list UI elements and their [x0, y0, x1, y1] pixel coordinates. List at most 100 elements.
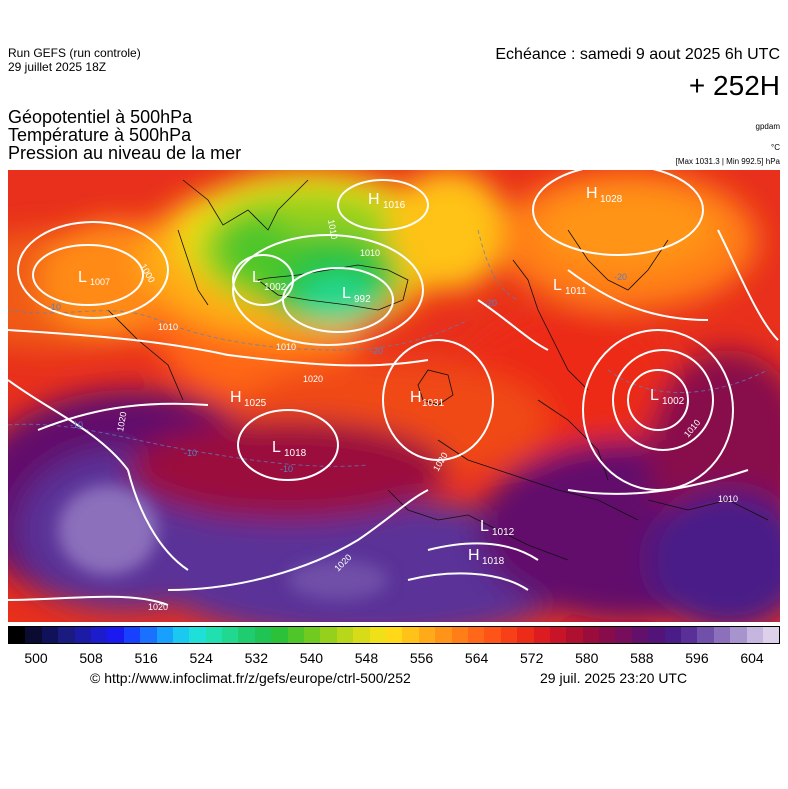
svg-text:1020: 1020	[115, 411, 128, 432]
svg-text:H: H	[410, 389, 422, 406]
high-pressure-1016: H 1016	[368, 191, 406, 211]
high-pressure-1018: H 1018	[468, 547, 505, 567]
color-swatch	[107, 627, 124, 643]
high-pressure-1028: H 1028	[586, 185, 623, 205]
color-swatch	[385, 627, 403, 643]
svg-text:H: H	[368, 191, 380, 208]
color-swatch	[615, 627, 632, 643]
color-swatch	[664, 627, 682, 643]
svg-text:-20: -20	[614, 272, 627, 282]
unit-celsius: °C	[771, 143, 780, 152]
low-pressure-1011: L 1011	[553, 277, 587, 297]
svg-text:1010: 1010	[276, 342, 296, 352]
color-swatch	[517, 627, 534, 643]
svg-text:1020: 1020	[303, 374, 323, 384]
run-info: Run GEFS (run controle) 29 juillet 2025 …	[8, 46, 141, 74]
svg-text:L: L	[650, 387, 659, 404]
color-swatch	[271, 627, 288, 643]
svg-text:1016: 1016	[383, 200, 406, 211]
svg-text:H: H	[468, 547, 480, 564]
color-scale-ticks: 500 508 516 524 532 540 548 556 564 572 580 588 596 6…	[8, 650, 780, 666]
isobars	[8, 170, 779, 606]
color-swatch	[74, 627, 91, 643]
svg-text:1002: 1002	[662, 396, 685, 407]
color-swatch	[697, 627, 714, 643]
color-swatch	[599, 627, 616, 643]
color-swatch	[25, 627, 42, 643]
color-swatch	[336, 627, 354, 643]
source-url: © http://www.infoclimat.fr/z/gefs/europe…	[90, 670, 411, 686]
color-scale-tick-label: 524	[189, 650, 213, 666]
svg-text:-20: -20	[370, 346, 383, 356]
color-swatch	[353, 627, 370, 643]
color-swatch	[304, 627, 321, 643]
svg-text:L: L	[78, 269, 87, 286]
color-scale-tick-label: 508	[79, 650, 103, 666]
pressure-stats: [Max 1031.3 | Min 992.5] hPa	[675, 157, 780, 166]
svg-text:L: L	[342, 285, 351, 302]
color-swatch	[58, 627, 75, 643]
svg-text:H: H	[586, 185, 598, 202]
color-swatch	[189, 627, 206, 643]
svg-text:1010: 1010	[718, 494, 738, 504]
color-swatch	[9, 627, 26, 643]
color-swatch	[582, 627, 600, 643]
svg-text:-10: -10	[184, 448, 197, 458]
color-swatch	[762, 627, 780, 643]
color-scale-tick-label: 532	[244, 650, 268, 666]
color-swatch	[238, 627, 255, 643]
svg-text:1011: 1011	[565, 286, 587, 297]
color-scale-tick-label: 596	[685, 650, 709, 666]
svg-text:1028: 1028	[600, 194, 623, 205]
color-scale-tick-label: 580	[575, 650, 599, 666]
svg-text:L: L	[252, 269, 261, 286]
color-scale-tick-label: 564	[464, 650, 489, 666]
low-pressure-1007: L 1007	[78, 269, 110, 287]
weather-map: H 1016 H 1028 L 1002 L 992 L 1011 L 1002 H 1025…	[8, 170, 780, 622]
color-swatch	[566, 627, 583, 643]
color-scale-tick-label: 500	[24, 650, 48, 666]
low-pressure-1012: L 1012	[480, 518, 515, 538]
svg-text:1010: 1010	[158, 322, 178, 332]
color-swatch	[500, 627, 518, 643]
low-pressure-992: L 992	[342, 285, 371, 305]
svg-text:-10: -10	[280, 464, 293, 474]
color-scale-bar	[8, 626, 780, 644]
run-date: 29 juillet 2025 18Z	[8, 60, 107, 74]
color-swatch	[681, 627, 698, 643]
svg-text:L: L	[272, 439, 281, 456]
color-swatch	[254, 627, 272, 643]
svg-text:1018: 1018	[284, 448, 307, 459]
svg-text:992: 992	[354, 294, 371, 305]
svg-text:1002: 1002	[264, 282, 287, 293]
color-swatch	[172, 627, 190, 643]
run-model: Run GEFS (run controle)	[8, 46, 141, 60]
svg-text:1031: 1031	[422, 398, 445, 409]
isotherms	[8, 229, 769, 467]
svg-text:L: L	[553, 277, 562, 294]
color-swatch	[320, 627, 337, 643]
color-swatch	[287, 627, 305, 643]
low-pressure-1002-east: L 1002	[650, 387, 685, 407]
color-swatch	[631, 627, 649, 643]
color-scale-tick-label: 604	[740, 650, 764, 666]
title-pressure: Pression au niveau de la mer	[8, 143, 242, 163]
color-swatch	[730, 627, 747, 643]
color-swatch	[140, 627, 157, 643]
map-titles: Géopotentiel à 500hPa Température à 500h…	[8, 108, 241, 162]
svg-text:-20: -20	[484, 298, 497, 308]
svg-text:1020: 1020	[148, 602, 168, 612]
color-scale-tick-label: 556	[409, 650, 434, 666]
color-swatch	[369, 627, 386, 643]
color-scale-tick-label: 548	[354, 650, 379, 666]
svg-text:L: L	[480, 518, 489, 535]
unit-gpdam: gpdam	[755, 122, 780, 131]
svg-text:1018: 1018	[482, 556, 505, 567]
low-pressure-1018: L 1018	[272, 439, 307, 459]
color-scale-tick-label: 540	[299, 650, 324, 666]
isotherm-value-labels: -10 -10 -10 -10 -20 -20 -20	[48, 272, 627, 474]
svg-text:1025: 1025	[244, 398, 267, 409]
svg-text:1007: 1007	[90, 277, 110, 287]
